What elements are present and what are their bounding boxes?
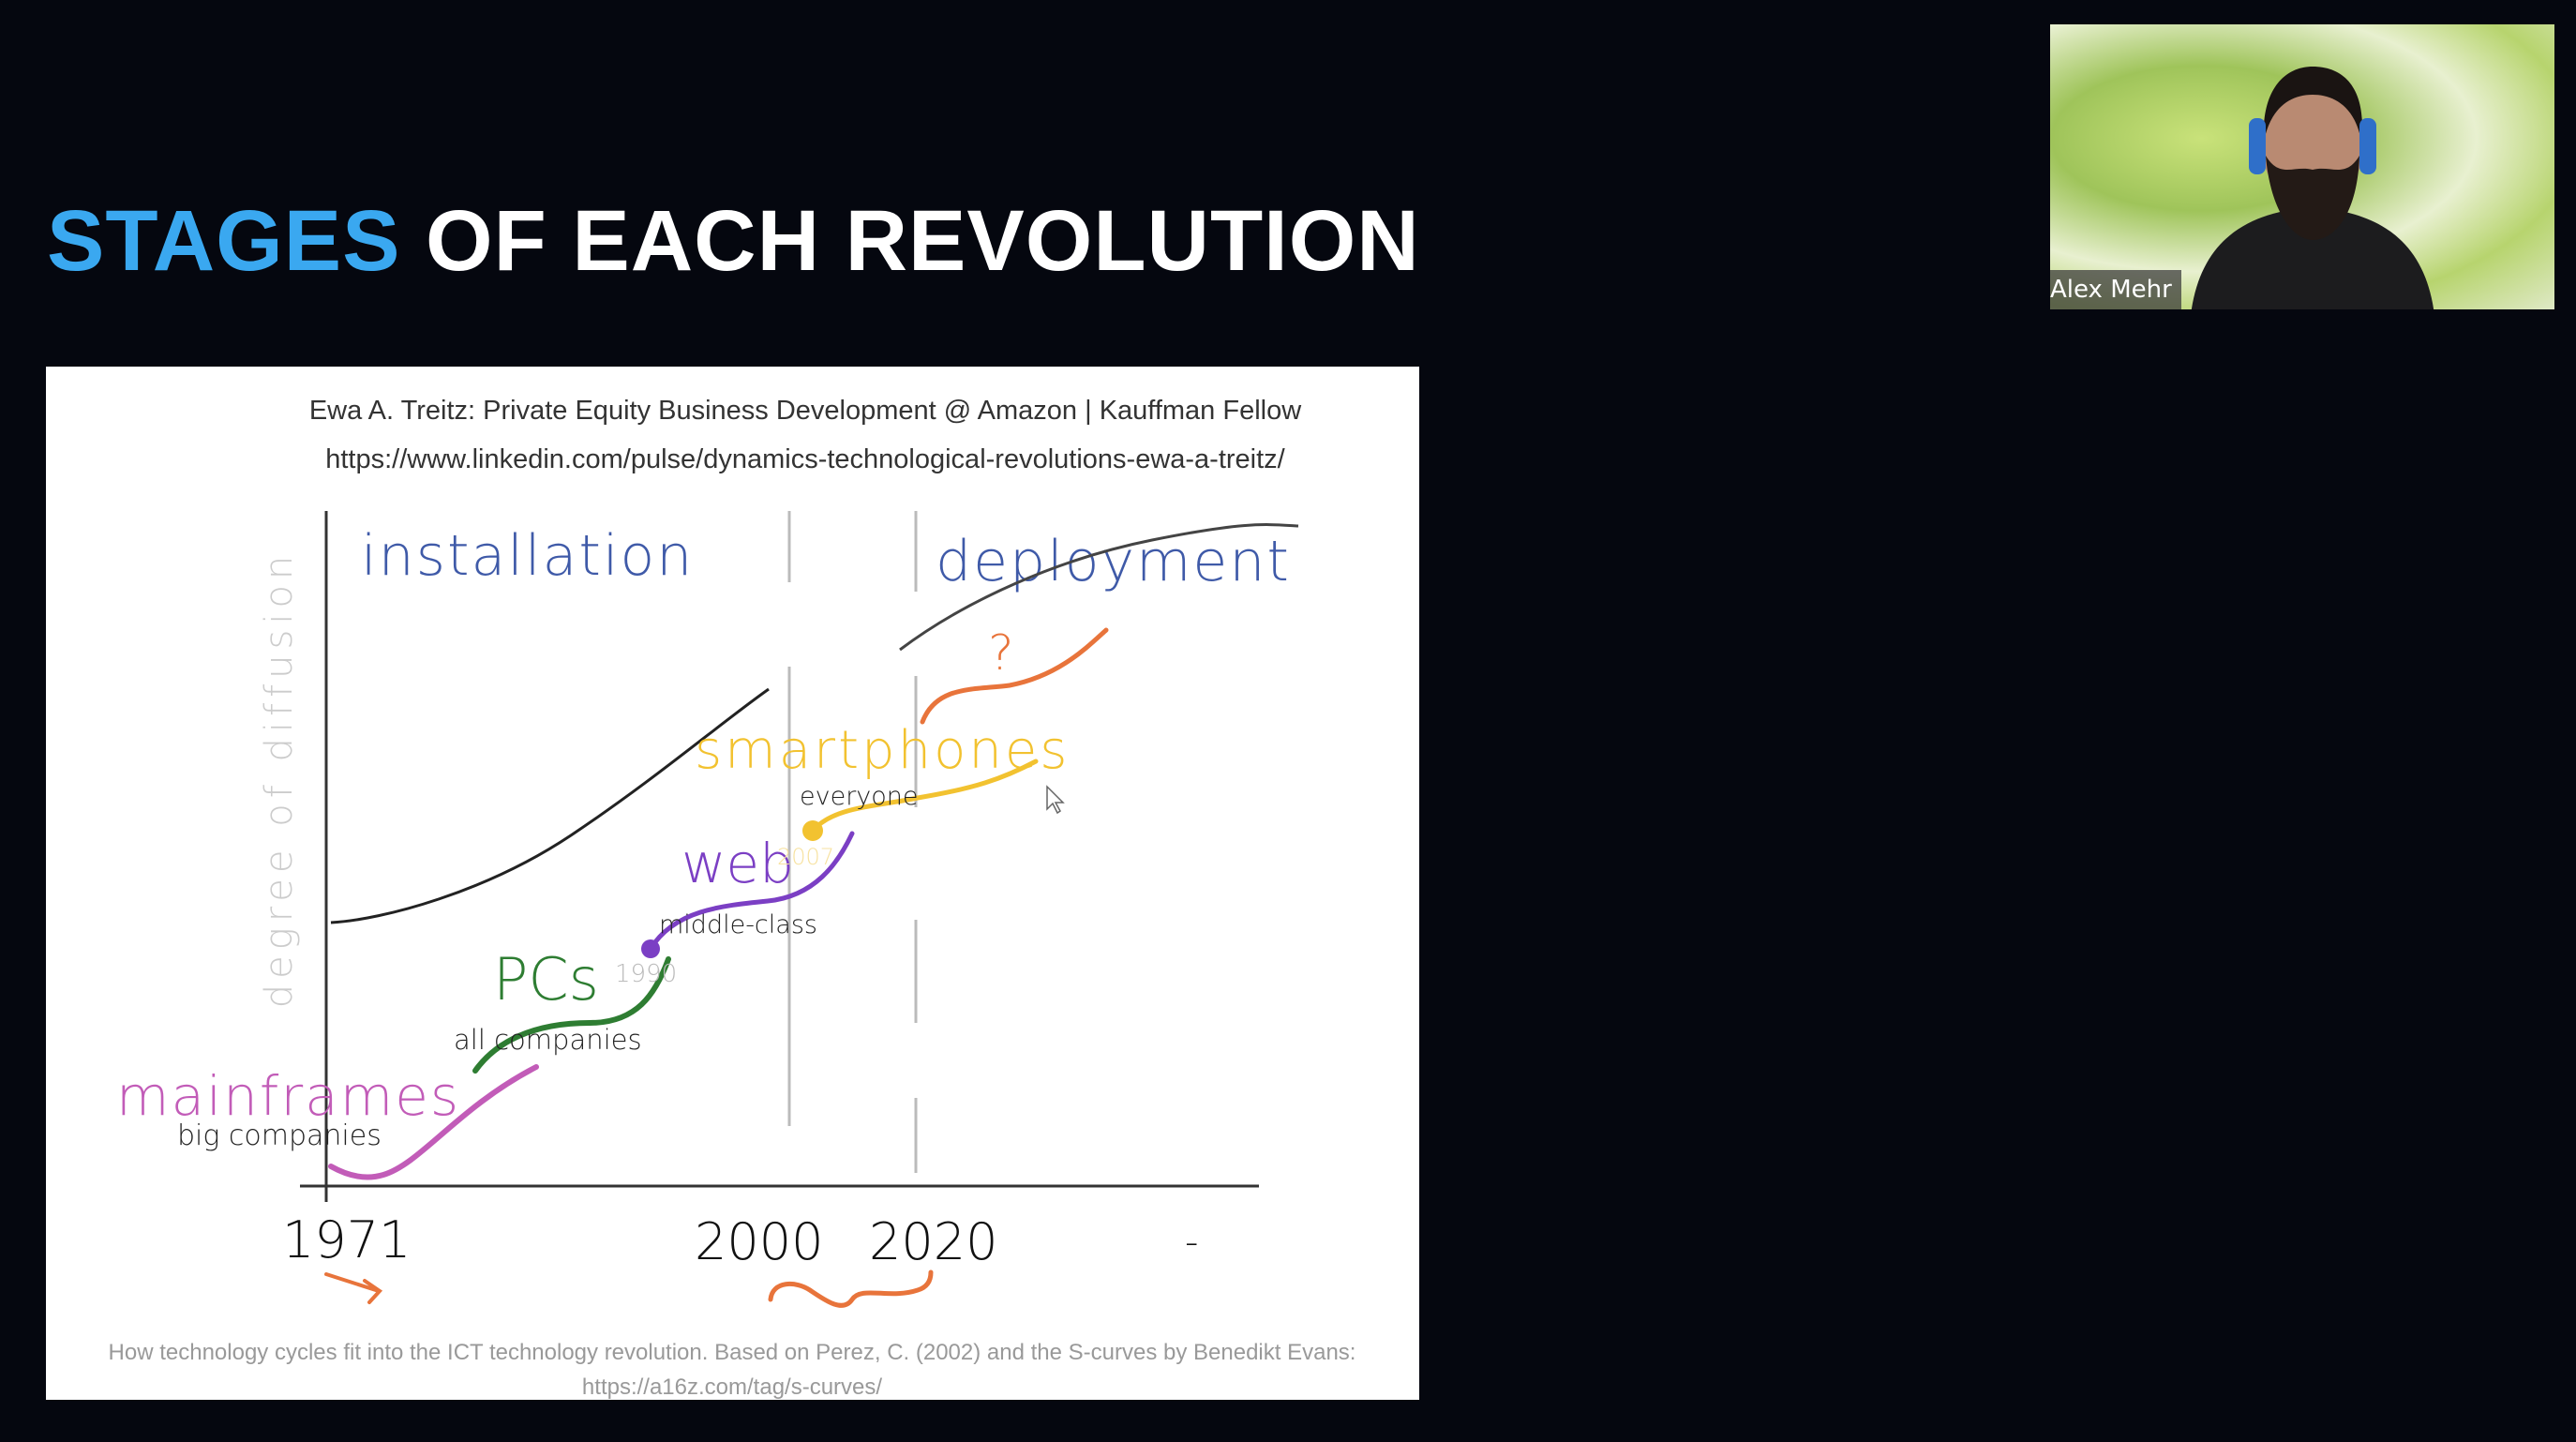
deployment-curve [899,523,1299,652]
mainframes-curve [328,1064,539,1180]
arrow-icon [324,1272,383,1304]
next-wave-curve [920,627,1109,725]
phase-installation: installation [361,523,694,589]
wave-web-label: web [681,832,794,895]
slide-title: STAGES OF EACH REVOLUTION [47,192,1420,291]
brace-icon [768,1269,934,1308]
slide-title-rest: OF EACH REVOLUTION [400,193,1420,289]
y-axis-label: degree of diffusion [258,550,301,1009]
wave-smartphones-year: 2007 [777,844,834,870]
wave-pcs-audience: all companies [454,1024,642,1056]
installation-curve [330,687,770,924]
year-1971: 1971 [282,1210,411,1269]
wave-mainframes-label: mainframes [116,1064,460,1128]
slide-title-accent: STAGES [47,193,401,289]
wave-mainframes-audience: big companies [177,1119,382,1152]
wave-pcs-year: 1990 [615,960,677,988]
year-2000: 2000 [695,1212,823,1271]
pcs-curve [472,956,671,1074]
smartphones-curve [810,759,1039,834]
phase-dividers [787,511,918,1173]
next-wave-question: ? [988,625,1014,682]
technology-cycles-drawing: Ewa A. Treitz: Private Equity Business D… [109,396,1356,1400]
wave-pcs-label: PCs [493,945,599,1014]
wave-smartphones-label: smartphones [695,720,1070,781]
caption-line2[interactable]: https://a16z.com/tag/s-curves/ [582,1374,882,1400]
attribution-text: Ewa A. Treitz: Private Equity Business D… [309,396,1302,426]
participant-name: Alex Mehr [2050,270,2181,309]
phase-deployment: deployment [936,529,1291,594]
cursor-icon [1046,785,1065,815]
year-future: - [1185,1221,1198,1264]
web-curve [648,831,855,952]
wave-smartphones-audience: everyone [800,782,919,811]
source-url-text: https://www.linkedin.com/pulse/dynamics-… [325,444,1285,474]
wave-web-audience: middle-class [659,910,817,939]
participant-video[interactable]: Alex Mehr [2050,24,2554,309]
caption-line1: How technology cycles fit into the ICT t… [109,1340,1356,1365]
participant-avatar [2191,67,2434,309]
year-2020: 2020 [869,1212,997,1271]
slide-figure: Ewa A. Treitz: Private Equity Business D… [46,367,1419,1400]
